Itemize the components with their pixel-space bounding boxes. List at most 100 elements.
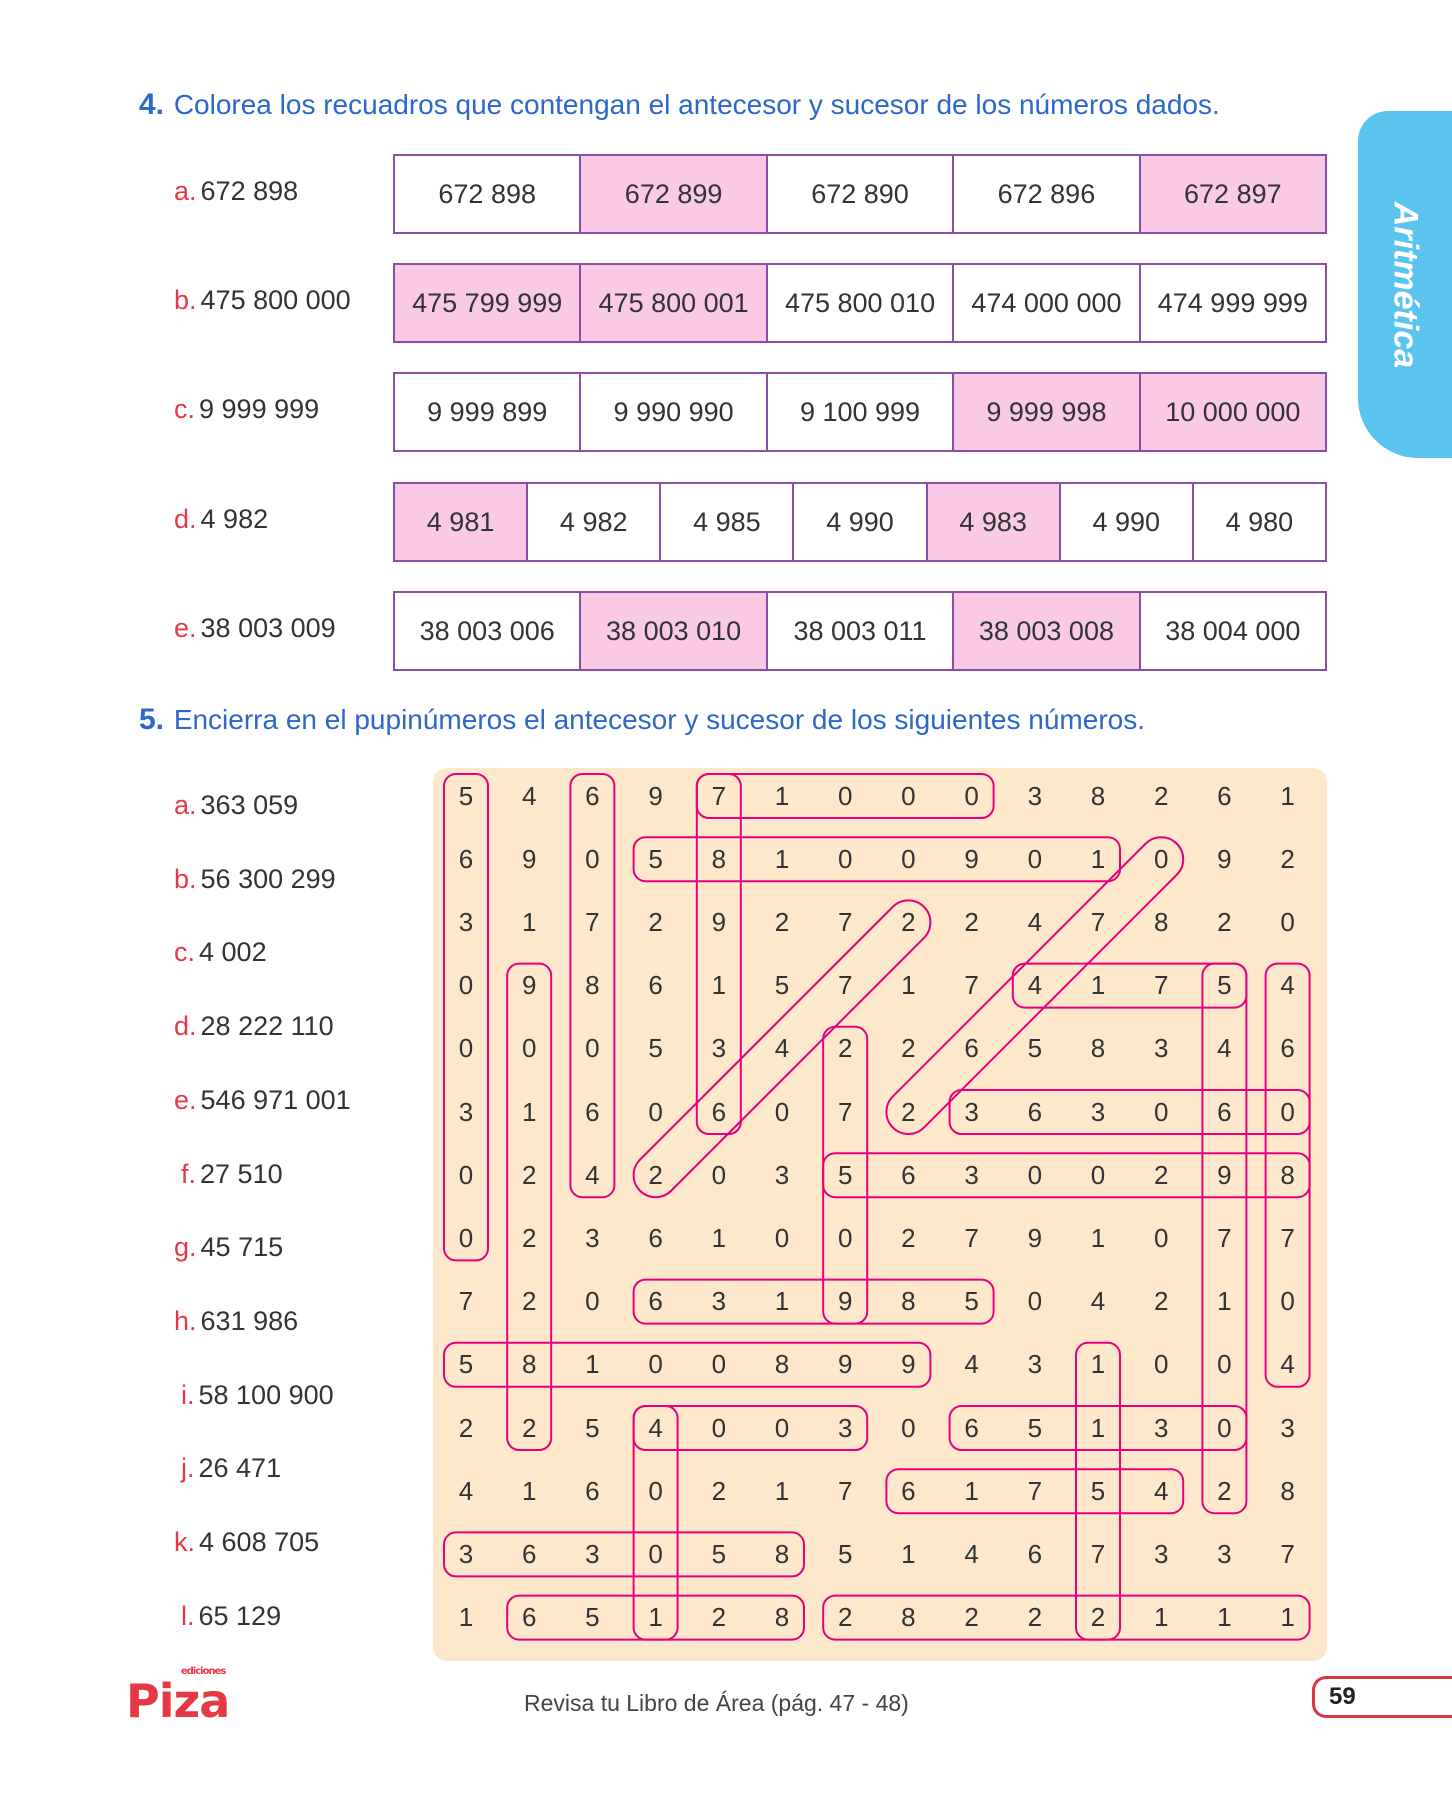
grid-digit[interactable]: 3 [585, 1538, 600, 1569]
grid-digit[interactable]: 4 [1280, 1349, 1295, 1380]
grid-digit[interactable]: 4 [774, 1033, 790, 1064]
grid-digit[interactable]: 1 [521, 906, 537, 937]
grid-digit[interactable]: 2 [964, 1602, 979, 1633]
grid-digit[interactable]: 2 [711, 1475, 727, 1506]
grid-digit[interactable]: 9 [1027, 1222, 1043, 1253]
grid-digit[interactable]: 5 [1027, 1033, 1043, 1064]
grid-digit[interactable]: 0 [1027, 843, 1043, 874]
grid-digit[interactable]: 5 [1090, 1475, 1106, 1506]
grid-digit[interactable]: 6 [585, 1475, 600, 1506]
grid-digit[interactable]: 7 [837, 970, 853, 1001]
grid-digit[interactable]: 1 [1090, 1412, 1106, 1443]
grid-digit[interactable]: 1 [711, 1222, 727, 1253]
grid-digit[interactable]: 2 [901, 1222, 916, 1253]
grid-digit[interactable]: 6 [901, 1475, 916, 1506]
grid-digit[interactable]: 2 [1153, 780, 1169, 811]
grid-digit[interactable]: 0 [648, 1349, 663, 1380]
option-box[interactable]: 4 990 [1060, 484, 1194, 560]
option-box[interactable]: 475 800 010 [767, 265, 955, 341]
grid-digit[interactable]: 4 [1090, 1286, 1106, 1317]
grid-digit[interactable]: 9 [1217, 843, 1232, 874]
grid-digit[interactable]: 4 [964, 1349, 979, 1380]
grid-digit[interactable]: 5 [585, 1412, 600, 1443]
grid-digit[interactable]: 2 [901, 1096, 916, 1127]
option-box[interactable]: 672 896 [954, 156, 1141, 232]
grid-digit[interactable]: 3 [1280, 1412, 1295, 1443]
grid-digit[interactable]: 2 [458, 1412, 474, 1443]
option-box-colored[interactable]: 9 999 998 [954, 374, 1141, 450]
grid-digit[interactable]: 7 [837, 906, 853, 937]
grid-digit[interactable]: 0 [964, 780, 979, 811]
grid-digit[interactable]: 3 [837, 1412, 853, 1443]
grid-digit[interactable]: 2 [521, 1222, 537, 1253]
grid-digit[interactable]: 7 [964, 970, 979, 1001]
grid-digit[interactable]: 6 [1280, 1033, 1295, 1064]
grid-digit[interactable]: 7 [1090, 906, 1106, 937]
grid-digit[interactable]: 3 [1153, 1412, 1169, 1443]
grid-digit[interactable]: 0 [585, 1033, 600, 1064]
grid-digit[interactable]: 0 [458, 1222, 474, 1253]
option-box[interactable]: 9 100 999 [767, 374, 955, 450]
grid-digit[interactable]: 8 [901, 1286, 916, 1317]
grid-digit[interactable]: 0 [774, 1096, 790, 1127]
grid-digit[interactable]: 3 [1217, 1538, 1232, 1569]
option-box-colored[interactable]: 475 799 999 [395, 265, 582, 341]
grid-digit[interactable]: 1 [1280, 1602, 1295, 1633]
option-box[interactable]: 4 985 [661, 484, 795, 560]
grid-digit[interactable]: 0 [774, 1222, 790, 1253]
grid-digit[interactable]: 0 [585, 843, 600, 874]
grid-digit[interactable]: 1 [648, 1602, 663, 1633]
grid-digit[interactable]: 7 [1027, 1475, 1043, 1506]
grid-digit[interactable]: 9 [901, 1349, 916, 1380]
grid-digit[interactable]: 4 [585, 1159, 600, 1190]
grid-digit[interactable]: 1 [964, 1475, 979, 1506]
grid-digit[interactable]: 2 [1153, 1159, 1169, 1190]
grid-digit[interactable]: 0 [901, 780, 916, 811]
grid-digit[interactable]: 0 [458, 1033, 474, 1064]
grid-digit[interactable]: 2 [837, 1033, 853, 1064]
grid-digit[interactable]: 4 [458, 1475, 474, 1506]
grid-digit[interactable]: 1 [1090, 843, 1106, 874]
grid-digit[interactable]: 6 [458, 843, 474, 874]
grid-digit[interactable]: 6 [1027, 1538, 1043, 1569]
grid-digit[interactable]: 7 [711, 780, 727, 811]
grid-digit[interactable]: 1 [774, 780, 790, 811]
grid-digit[interactable]: 6 [585, 780, 600, 811]
grid-digit[interactable]: 5 [648, 1033, 663, 1064]
grid-digit[interactable]: 4 [1027, 906, 1043, 937]
grid-digit[interactable]: 2 [648, 1159, 663, 1190]
grid-digit[interactable]: 9 [1217, 1159, 1232, 1190]
grid-digit[interactable]: 7 [1217, 1222, 1232, 1253]
option-box-colored[interactable]: 672 899 [581, 156, 768, 232]
grid-digit[interactable]: 0 [837, 1222, 853, 1253]
grid-digit[interactable]: 3 [964, 1096, 979, 1127]
grid-digit[interactable]: 0 [521, 1033, 537, 1064]
grid-digit[interactable]: 0 [458, 970, 474, 1001]
grid-digit[interactable]: 1 [1217, 1602, 1232, 1633]
grid-digit[interactable]: 6 [1217, 780, 1232, 811]
grid-digit[interactable]: 0 [1280, 906, 1295, 937]
grid-digit[interactable]: 3 [1153, 1538, 1169, 1569]
grid-digit[interactable]: 5 [711, 1538, 727, 1569]
option-box[interactable]: 4 990 [794, 484, 928, 560]
grid-digit[interactable]: 3 [458, 1096, 474, 1127]
grid-digit[interactable]: 0 [1217, 1412, 1232, 1443]
grid-digit[interactable]: 1 [1153, 1602, 1169, 1633]
grid-digit[interactable]: 2 [1217, 906, 1232, 937]
grid-digit[interactable]: 8 [774, 1538, 790, 1569]
grid-digit[interactable]: 1 [1090, 1349, 1106, 1380]
grid-digit[interactable]: 3 [585, 1222, 600, 1253]
grid-digit[interactable]: 7 [458, 1286, 474, 1317]
grid-digit[interactable]: 7 [585, 906, 600, 937]
grid-digit[interactable]: 1 [1090, 970, 1106, 1001]
option-box[interactable]: 474 999 999 [1140, 265, 1326, 341]
grid-digit[interactable]: 5 [648, 843, 663, 874]
grid-digit[interactable]: 5 [458, 1349, 474, 1380]
grid-digit[interactable]: 9 [964, 843, 979, 874]
grid-digit[interactable]: 7 [964, 1222, 979, 1253]
grid-digit[interactable]: 1 [901, 970, 916, 1001]
grid-digit[interactable]: 0 [648, 1538, 663, 1569]
grid-digit[interactable]: 6 [1027, 1096, 1043, 1127]
grid-digit[interactable]: 4 [1280, 970, 1295, 1001]
grid-digit[interactable]: 7 [837, 1096, 853, 1127]
